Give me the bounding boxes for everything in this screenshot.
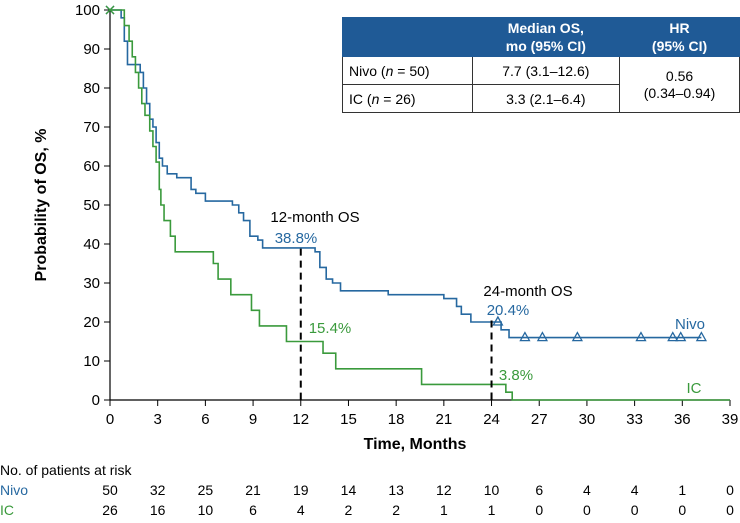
y-tick-label: 70 [83, 119, 100, 136]
censor-mark-nivo [492, 315, 504, 326]
y-tick-label: 20 [83, 314, 100, 331]
x-tick-label: 24 [483, 411, 500, 428]
y-tick-label: 60 [83, 158, 100, 175]
risk-table-title: No. of patients at risk [0, 462, 132, 478]
table-header-hr: HR (95% CI) [619, 17, 740, 57]
table-header-row: Median OS, mo (95% CI) HR (95% CI) [342, 17, 740, 57]
os12-nivo-value: 38.8% [275, 230, 318, 247]
risk-cell-ic: 16 [149, 502, 166, 518]
table-header-median: Median OS, mo (95% CI) [471, 17, 621, 57]
x-tick-label: 21 [436, 411, 453, 428]
y-tick-label: 100 [75, 2, 100, 19]
os12-title: 12-month OS [270, 209, 359, 226]
risk-cell-ic: 2 [392, 502, 401, 518]
risk-cell-ic: 10 [197, 502, 214, 518]
os24-title: 24-month OS [483, 283, 572, 300]
risk-cell-ic: 1 [439, 502, 448, 518]
row-ic-median: 3.3 (2.1–6.4) [471, 84, 621, 113]
os-summary-table: Median OS, mo (95% CI) HR (95% CI) Nivo … [342, 17, 740, 113]
annotations: 12-month OS 38.8% 15.4% 24-month OS 20.4% 3.8… [270, 209, 705, 400]
start-marker-ic [105, 5, 115, 15]
x-tick-label: 15 [340, 411, 357, 428]
risk-cell-ic: 0 [630, 502, 639, 518]
header-hr-line2: (95% CI) [651, 38, 708, 54]
risk-label-ic: IC [0, 502, 14, 518]
row-nivo-label: Nivo (n = 50) [342, 56, 473, 85]
risk-cell-nivo: 0 [726, 482, 734, 498]
km-chart: 0 3 6 9 12 15 18 21 24 27 30 33 36 390102030405060708… [33, 2, 738, 453]
risk-cell-nivo: 19 [292, 482, 309, 498]
risk-cell-nivo: 25 [197, 482, 214, 498]
row-ic-label: IC (n = 26) [342, 84, 473, 113]
ic-end-label: IC [687, 380, 702, 397]
header-median-line1: Median OS, [507, 20, 584, 36]
curve-ic [110, 9, 730, 401]
x-tick-label: 12 [292, 411, 309, 428]
risk-label-nivo: Nivo [0, 482, 29, 498]
hr-cell: 0.56 (0.34–0.94) [619, 56, 740, 113]
censor-mark-nivo [667, 331, 679, 342]
risk-cell-ic: 0 [678, 502, 687, 518]
row-nivo-median: 7.7 (3.1–12.6) [471, 56, 621, 85]
x-tick-label: 33 [626, 411, 643, 428]
x-tick-label: 9 [249, 411, 257, 428]
hr-value: 0.56 [665, 67, 694, 84]
y-tick-label: 80 [83, 80, 100, 97]
y-axis-label: Probability of OS, % [33, 129, 50, 282]
censor-mark-nivo [536, 331, 549, 342]
risk-cell-ic: 2 [344, 502, 353, 518]
risk-cell-ic: 1 [487, 502, 496, 518]
risk-cell-nivo: 13 [388, 482, 404, 498]
header-hr-line1: HR [669, 20, 690, 36]
risk-cell-ic: 26 [102, 502, 118, 518]
y-tick-label: 50 [83, 197, 100, 214]
table-header-blank [342, 17, 473, 57]
risk-cell-ic: 6 [249, 502, 257, 518]
risk-cell-nivo: 12 [436, 482, 452, 498]
x-tick-label: 18 [388, 411, 405, 428]
risk-cell-ic: 0 [583, 502, 591, 518]
x-axis-label: Time, Months [364, 436, 467, 453]
hr-ci: (0.34–0.94) [643, 84, 716, 101]
risk-cell-ic: 0 [535, 502, 544, 518]
y-tick-label: 40 [83, 236, 100, 253]
y-tick-label: 0 [92, 392, 100, 409]
x-tick-label: 36 [674, 411, 691, 428]
nivo-end-label: Nivo [675, 316, 705, 333]
risk-cell-nivo: 1 [678, 482, 687, 498]
risk-cell-ic: 0 [726, 502, 734, 518]
risk-cell-nivo: 32 [149, 482, 166, 498]
risk-cell-nivo: 10 [483, 482, 500, 498]
censor-mark-nivo [519, 331, 531, 342]
survival-curves [105, 5, 730, 401]
x-tick-label: 39 [722, 411, 739, 428]
os24-ic-value: 3.8% [499, 367, 533, 384]
x-tick-label: 0 [106, 411, 114, 428]
axes: 0 3 6 9 12 15 18 21 24 27 30 33 36 390102030405060708… [33, 2, 738, 453]
y-tick-label: 10 [83, 353, 100, 370]
censor-mark-nivo [675, 331, 687, 342]
os24-nivo-value: 20.4% [487, 302, 530, 319]
y-tick-label: 30 [83, 275, 100, 292]
risk-cell-ic: 4 [296, 502, 305, 518]
os12-ic-value: 15.4% [309, 320, 352, 337]
risk-cell-nivo: 6 [535, 482, 544, 498]
x-tick-label: 27 [531, 411, 548, 428]
x-tick-label: 6 [201, 411, 209, 428]
risk-cell-nivo: 4 [583, 482, 591, 498]
censor-mark-nivo [571, 331, 583, 342]
x-tick-label: 3 [154, 411, 162, 428]
risk-cell-nivo: 21 [245, 482, 261, 498]
x-tick-label: 30 [579, 411, 596, 428]
table-row-nivo: Nivo (n = 50) 7.7 (3.1–12.6) 0.56 (0.34–… [342, 56, 740, 113]
curve-nivo [110, 9, 702, 339]
header-median-line2: mo (95% CI) [505, 38, 586, 54]
table-row-ic: IC (n = 26) 3.3 (2.1–6.4) [342, 84, 740, 113]
risk-cell-nivo: 50 [102, 482, 118, 498]
censor-mark-nivo [635, 331, 647, 342]
risk-cell-nivo: 14 [340, 482, 357, 498]
risk-cell-nivo: 4 [630, 482, 639, 498]
y-tick-label: 90 [83, 41, 100, 58]
censor-mark-nivo [695, 331, 707, 342]
